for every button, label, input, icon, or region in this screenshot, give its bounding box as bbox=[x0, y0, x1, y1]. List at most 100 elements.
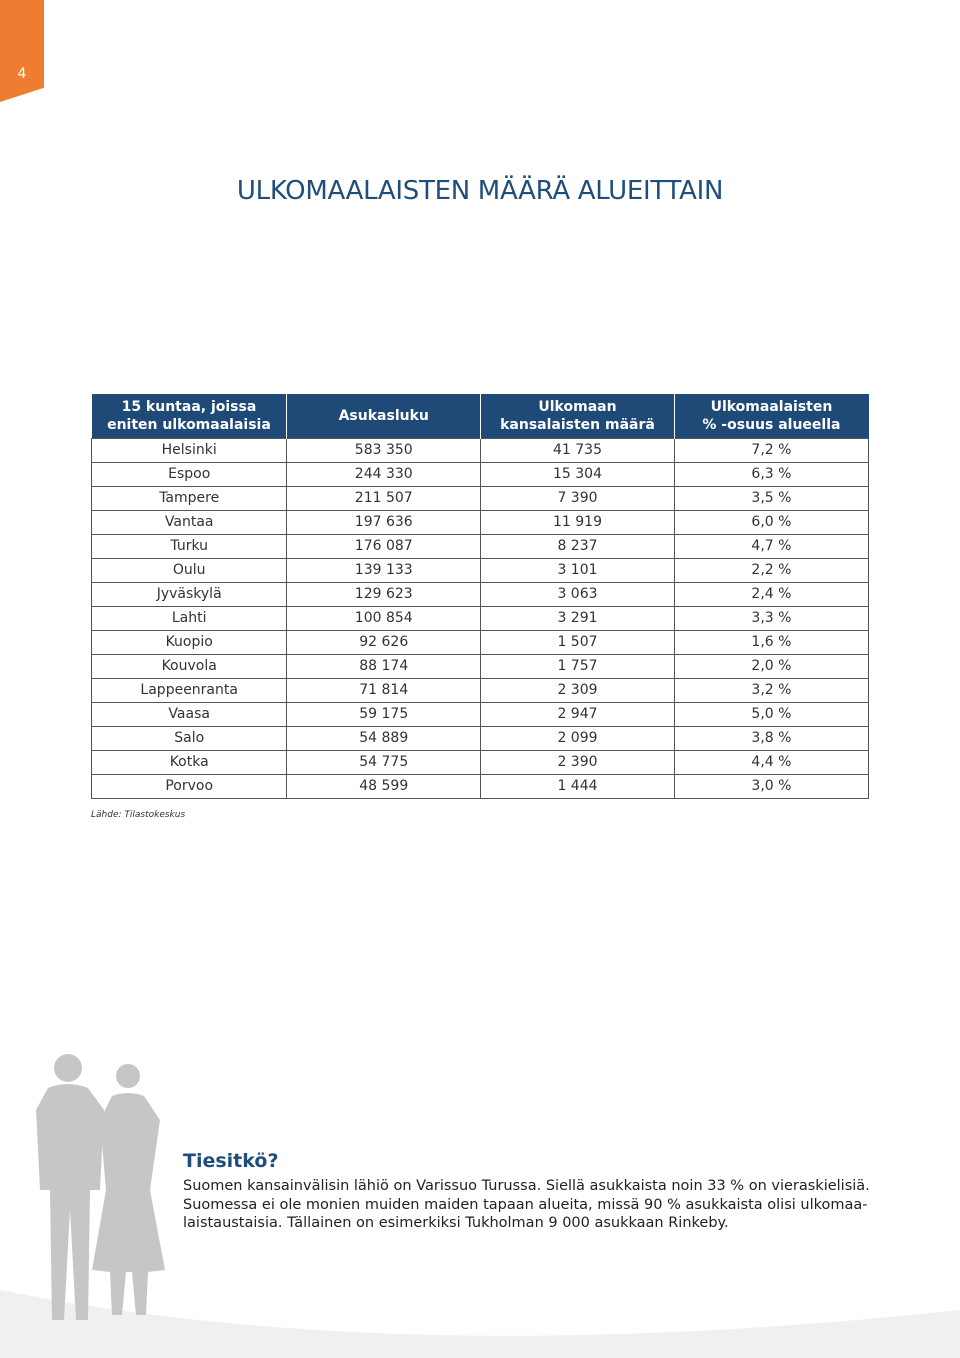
table-cell: 88 174 bbox=[286, 654, 482, 679]
header-cell: Ulkomaan kansalaisten määrä bbox=[480, 394, 675, 439]
table-cell: 2 309 bbox=[480, 678, 675, 703]
table-cell: 3,2 % bbox=[673, 678, 870, 703]
table-row: Turku 176 087 8 237 4,7 % bbox=[90, 534, 870, 559]
page-number: 4 bbox=[17, 66, 27, 82]
table-cell: 176 087 bbox=[286, 534, 482, 559]
page-title: ULKOMAALAISTEN MÄÄRÄ ALUEITTAIN bbox=[236, 176, 724, 206]
table-cell: 59 175 bbox=[286, 702, 482, 727]
info-line: Suomessa ei ole monien muiden maiden tap… bbox=[183, 1196, 868, 1213]
table-cell: 71 814 bbox=[286, 678, 482, 703]
table-cell: Tampere bbox=[90, 486, 288, 511]
table-cell: 1,6 % bbox=[673, 630, 870, 655]
table-cell: 2,2 % bbox=[673, 558, 870, 583]
header-line: Asukasluku bbox=[338, 408, 429, 424]
table-cell: 6,3 % bbox=[673, 462, 870, 487]
table-cell: Espoo bbox=[90, 462, 288, 487]
table-cell: 11 919 bbox=[480, 510, 675, 535]
info-line: laistaustaisia. Tällainen on esimerkiksi… bbox=[183, 1215, 729, 1231]
info-line: Suomen kansainvälisin lähiö on Varissuo … bbox=[183, 1178, 870, 1194]
table-cell: 3 063 bbox=[480, 582, 675, 607]
table-cell: 8 237 bbox=[480, 534, 675, 559]
table-cell: Vantaa bbox=[90, 510, 288, 535]
table-cell: 2,4 % bbox=[673, 582, 870, 607]
table-cell: Oulu bbox=[90, 558, 288, 583]
info-heading: Tiesitkö? bbox=[183, 1150, 279, 1172]
table-cell: 2 099 bbox=[480, 726, 675, 751]
table-cell: 129 623 bbox=[286, 582, 482, 607]
header-cell: Asukasluku bbox=[286, 394, 482, 439]
table-cell: 139 133 bbox=[286, 558, 482, 583]
table-cell: 1 444 bbox=[480, 774, 675, 799]
table-row: Oulu 139 133 3 101 2,2 % bbox=[90, 558, 870, 583]
table-cell: 5,0 % bbox=[673, 702, 870, 727]
table-cell: 1 507 bbox=[480, 630, 675, 655]
table-cell: 2 390 bbox=[480, 750, 675, 775]
table-cell: Kotka bbox=[90, 750, 288, 775]
table-row: Helsinki 583 350 41 735 7,2 % bbox=[90, 438, 870, 463]
table-cell: 41 735 bbox=[480, 438, 675, 463]
table-row: Vaasa 59 175 2 947 5,0 % bbox=[90, 702, 870, 727]
table-cell: 244 330 bbox=[286, 462, 482, 487]
table-cell: 4,4 % bbox=[673, 750, 870, 775]
table-row: Kotka 54 775 2 390 4,4 % bbox=[90, 750, 870, 775]
header-line: Ulkomaalaisten bbox=[710, 399, 833, 415]
table-cell: 3,5 % bbox=[673, 486, 870, 511]
header-line: eniten ulkomaalaisia bbox=[107, 417, 271, 433]
table-cell: Lappeenranta bbox=[90, 678, 288, 703]
table-cell: 92 626 bbox=[286, 630, 482, 655]
table-cell: 3,0 % bbox=[673, 774, 870, 799]
table-cell: 15 304 bbox=[480, 462, 675, 487]
table-cell: 3 101 bbox=[480, 558, 675, 583]
header-line: 15 kuntaa, joissa bbox=[121, 399, 257, 415]
table-cell: 3,3 % bbox=[673, 606, 870, 631]
table-row: Kuopio 92 626 1 507 1,6 % bbox=[90, 630, 870, 655]
data-table: 15 kuntaa, joissa eniten ulkomaalaisia Asu… bbox=[90, 394, 870, 799]
table-cell: 1 757 bbox=[480, 654, 675, 679]
page-tab bbox=[0, 0, 44, 102]
source-note: Lähde: Tilastokeskus bbox=[91, 810, 186, 820]
header-cell: Ulkomaalaisten % -osuus alueella bbox=[674, 394, 870, 439]
table-cell: 3,8 % bbox=[673, 726, 870, 751]
table-body: Helsinki 583 350 41 735 7,2 % Espoo 244 330 15… bbox=[90, 438, 870, 799]
table-cell: 7 390 bbox=[480, 486, 675, 511]
table-cell: 100 854 bbox=[286, 606, 482, 631]
table-row: Tampere 211 507 7 390 3,5 % bbox=[90, 486, 870, 511]
table-row: Salo 54 889 2 099 3,8 % bbox=[90, 726, 870, 751]
table-row: Porvoo 48 599 1 444 3,0 % bbox=[90, 774, 870, 799]
table-cell: 4,7 % bbox=[673, 534, 870, 559]
header-line: Ulkomaan bbox=[538, 399, 617, 415]
table-cell: 7,2 % bbox=[673, 438, 870, 463]
table-cell: 6,0 % bbox=[673, 510, 870, 535]
table-cell: Helsinki bbox=[90, 438, 288, 463]
table-row: Jyväskylä 129 623 3 063 2,4 % bbox=[90, 582, 870, 607]
header-row: 15 kuntaa, joissa eniten ulkomaalaisia Asu… bbox=[91, 394, 870, 439]
table-cell: 197 636 bbox=[286, 510, 482, 535]
table-cell: Porvoo bbox=[90, 774, 288, 799]
table-cell: 3 291 bbox=[480, 606, 675, 631]
table-row: Lappeenranta 71 814 2 309 3,2 % bbox=[90, 678, 870, 703]
table-cell: 48 599 bbox=[286, 774, 482, 799]
table-cell: 2 947 bbox=[480, 702, 675, 727]
table-row: Espoo 244 330 15 304 6,3 % bbox=[90, 462, 870, 487]
table-cell: 2,0 % bbox=[673, 654, 870, 679]
table-cell: 54 775 bbox=[286, 750, 482, 775]
table-cell: 211 507 bbox=[286, 486, 482, 511]
table-cell: Turku bbox=[90, 534, 288, 559]
header-line: % -osuus alueella bbox=[702, 417, 841, 433]
table-row: Lahti 100 854 3 291 3,3 % bbox=[90, 606, 870, 631]
silhouettes bbox=[36, 1054, 165, 1320]
decoration bbox=[0, 1054, 960, 1358]
table-row: Kouvola 88 174 1 757 2,0 % bbox=[90, 654, 870, 679]
table-cell: 54 889 bbox=[286, 726, 482, 751]
table-cell: Lahti bbox=[90, 606, 288, 631]
table-cell: Salo bbox=[90, 726, 288, 751]
table-cell: 583 350 bbox=[286, 438, 482, 463]
table-cell: Kouvola bbox=[90, 654, 288, 679]
header-line: kansalaisten määrä bbox=[500, 417, 655, 433]
table-row: Vantaa 197 636 11 919 6,0 % bbox=[90, 510, 870, 535]
table-cell: Kuopio bbox=[90, 630, 288, 655]
table-cell: Vaasa bbox=[90, 702, 288, 727]
table-cell: Jyväskylä bbox=[90, 582, 288, 607]
bottom-wave bbox=[0, 1290, 960, 1358]
